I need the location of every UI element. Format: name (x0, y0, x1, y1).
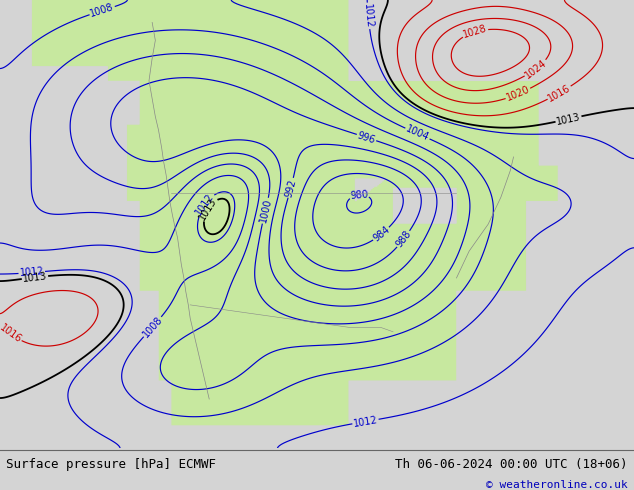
Text: 1013: 1013 (197, 196, 219, 222)
Text: 1012: 1012 (362, 3, 375, 28)
Text: Surface pressure [hPa] ECMWF: Surface pressure [hPa] ECMWF (6, 458, 216, 471)
Text: 1012: 1012 (19, 267, 44, 278)
Text: © weatheronline.co.uk: © weatheronline.co.uk (486, 480, 628, 490)
Text: 1013: 1013 (555, 112, 581, 126)
Text: 1000: 1000 (258, 197, 273, 224)
Text: 996: 996 (356, 130, 377, 145)
Text: 1024: 1024 (523, 57, 548, 80)
Text: 1028: 1028 (462, 24, 488, 40)
Text: 1012: 1012 (353, 415, 378, 429)
Text: 984: 984 (371, 224, 392, 244)
Text: 1008: 1008 (89, 2, 115, 19)
Text: 992: 992 (283, 177, 298, 198)
Text: 1004: 1004 (404, 124, 430, 143)
Text: 1008: 1008 (141, 315, 164, 339)
Text: 1016: 1016 (547, 82, 573, 103)
Text: 1016: 1016 (0, 322, 23, 344)
Text: 1013: 1013 (22, 271, 48, 284)
Text: 980: 980 (349, 189, 369, 200)
Polygon shape (0, 0, 634, 448)
Text: 988: 988 (394, 229, 413, 249)
Text: 1012: 1012 (194, 192, 216, 218)
Text: 1020: 1020 (505, 85, 531, 103)
Text: Th 06-06-2024 00:00 UTC (18+06): Th 06-06-2024 00:00 UTC (18+06) (395, 458, 628, 471)
